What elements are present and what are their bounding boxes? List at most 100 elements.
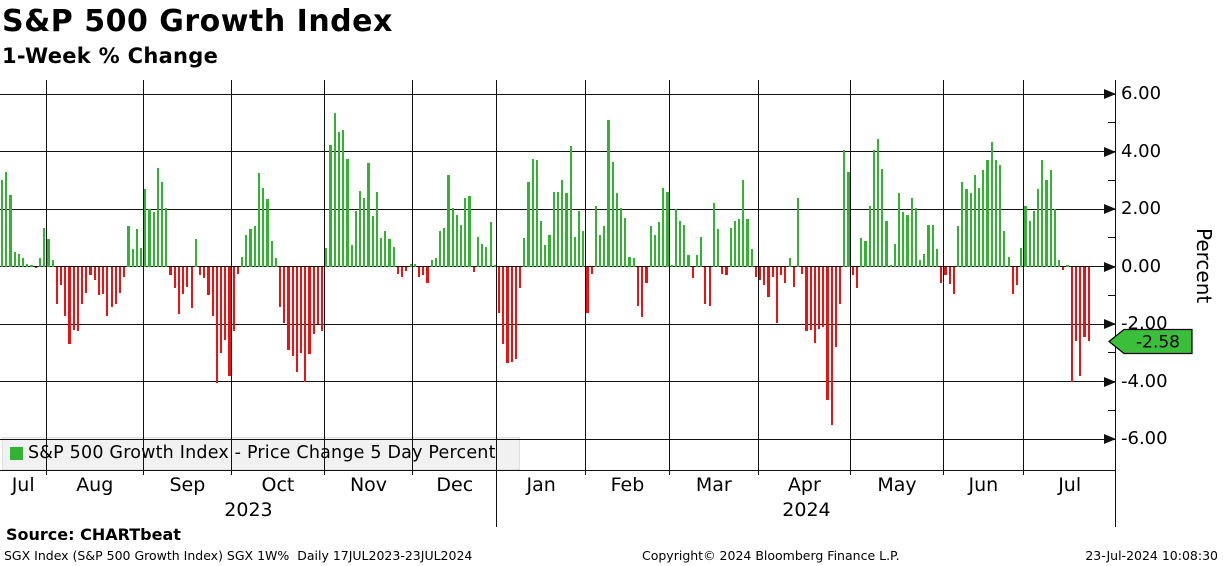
bar [64, 266, 67, 316]
bar [1003, 230, 1006, 267]
bar [607, 120, 610, 267]
bar [17, 253, 21, 267]
bar [737, 219, 741, 267]
bar [375, 191, 378, 267]
bar [342, 130, 345, 267]
bar [207, 266, 210, 296]
bar [535, 160, 539, 267]
x-tick [669, 470, 671, 475]
year-divider [496, 471, 498, 527]
y-minor-tick [1108, 122, 1116, 124]
bar [973, 174, 976, 267]
bar [139, 248, 143, 267]
bar [733, 220, 736, 267]
month-gridline [757, 80, 759, 470]
y-minor-tick [1108, 179, 1116, 181]
bar [22, 258, 25, 267]
status-bar-security: SGX Index (S&P 500 Growth Index) SGX 1W%… [4, 548, 473, 563]
month-gridline [496, 80, 498, 470]
y-tick-label: 0.00 [1121, 255, 1162, 277]
bar [552, 191, 555, 267]
month-label: Aug [76, 474, 114, 496]
bar [948, 266, 951, 284]
bar [350, 245, 353, 267]
y-minor-tick [1108, 352, 1116, 354]
month-label: Dec [436, 474, 474, 496]
bar [561, 180, 564, 267]
bar [316, 266, 320, 325]
bar [1041, 160, 1044, 267]
bar [274, 258, 277, 267]
y-gridline [0, 381, 1116, 383]
x-tick [412, 470, 414, 475]
bar [582, 230, 585, 267]
x-tick [45, 470, 47, 475]
bar [5, 171, 8, 267]
bar [278, 266, 282, 307]
bar [388, 239, 391, 267]
bar [944, 266, 947, 276]
bar [430, 259, 433, 267]
bar [624, 217, 627, 267]
month-gridline [142, 80, 144, 470]
bar [236, 266, 240, 274]
bar [969, 193, 972, 267]
bar [818, 266, 821, 329]
bar [599, 235, 602, 267]
bar [876, 138, 880, 267]
bar [405, 266, 408, 271]
y-tick-label: 6.00 [1121, 83, 1162, 105]
legend-entry[interactable]: S&P 500 Growth Index - Price Change 5 Da… [10, 440, 496, 466]
bar [556, 191, 560, 267]
bar [628, 256, 631, 267]
bar [868, 206, 871, 267]
bar [704, 266, 707, 305]
bar [518, 266, 522, 289]
bar [9, 194, 12, 267]
bar [956, 226, 960, 267]
bar [927, 225, 930, 267]
bar [472, 266, 475, 273]
bar [43, 227, 46, 267]
bar [451, 207, 454, 267]
bar [990, 141, 993, 267]
bar [228, 266, 231, 376]
bar [1, 180, 4, 267]
bar [110, 266, 113, 307]
bar [485, 246, 488, 267]
bar [401, 266, 404, 277]
bar [594, 206, 597, 267]
bar [203, 266, 206, 279]
bar [742, 180, 745, 267]
bar [961, 181, 964, 267]
bar [864, 240, 867, 267]
bar [476, 236, 480, 267]
bar [1015, 266, 1019, 286]
y-minor-tick [1108, 294, 1116, 296]
x-tick [757, 470, 759, 475]
bar [775, 266, 779, 323]
y-gridline [0, 151, 1116, 153]
bar [788, 258, 791, 267]
bar [784, 266, 787, 283]
bar [371, 216, 374, 267]
page-subtitle: 1-Week % Change [2, 44, 219, 68]
bar [224, 266, 227, 340]
page-title: S&P 500 Growth Index [2, 4, 393, 39]
y-gridline [0, 323, 1116, 325]
bar [902, 212, 905, 267]
x-tick [1022, 470, 1024, 475]
bar [308, 266, 311, 355]
bar [994, 160, 998, 267]
bar [982, 170, 985, 267]
bar [169, 266, 172, 276]
bar [881, 168, 884, 267]
bar [257, 173, 261, 267]
bar [295, 266, 298, 372]
bar [540, 220, 543, 267]
bar [792, 266, 795, 287]
bar [805, 266, 808, 332]
bar [51, 259, 54, 267]
month-label: Jan [526, 474, 556, 496]
